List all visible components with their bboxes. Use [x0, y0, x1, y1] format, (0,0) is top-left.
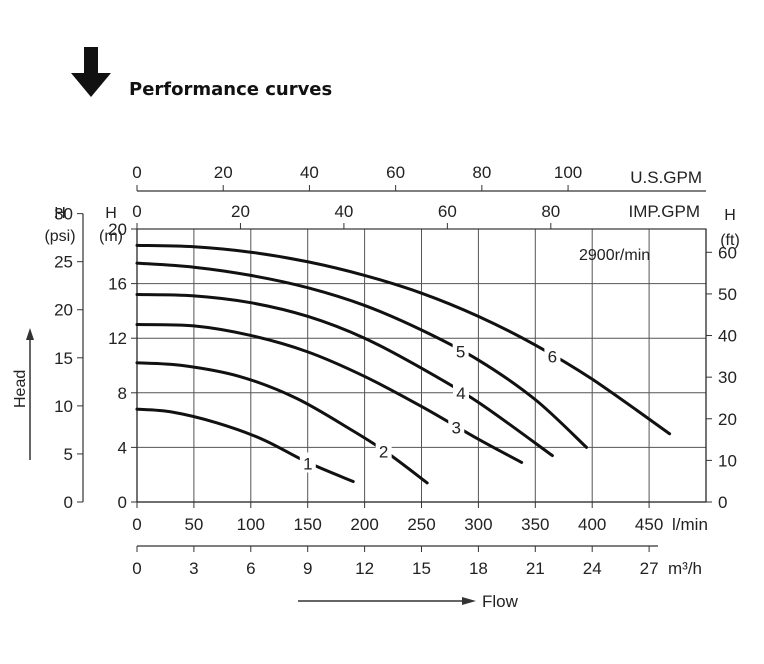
y-tick-label-psi: 20 [54, 301, 73, 320]
curve-label-3: 3 [452, 418, 461, 437]
grid [136, 228, 707, 503]
curve-label-1: 1 [303, 454, 312, 473]
y-tick-label-m: 0 [118, 493, 127, 512]
y-unit-m: (m) [99, 228, 123, 245]
y-unit-m: H [105, 205, 117, 222]
head-label: Head [12, 370, 29, 408]
right-arrow-icon [462, 597, 476, 605]
y-tick-label-ft: 50 [718, 285, 737, 304]
x-tick-label-lmin: 400 [578, 515, 606, 534]
down-arrow-icon [71, 47, 111, 97]
y-unit-ft: H [724, 207, 736, 224]
y-tick-label-psi: 10 [54, 397, 73, 416]
y-tick-label-psi: 0 [64, 493, 73, 512]
x-tick-label-lmin: 350 [521, 515, 549, 534]
x-unit-lmin: l/min [672, 515, 708, 534]
x-tick-label-m3h: 0 [132, 559, 141, 578]
y-tick-label-m: 8 [118, 384, 127, 403]
curve-label-bg-2 [375, 440, 392, 461]
y-tick-label-ft: 30 [718, 368, 737, 387]
curve-label-6: 6 [548, 347, 557, 366]
x-unit-impgpm: IMP.GPM [629, 202, 700, 221]
flow-axis-indicator: Flow [298, 592, 519, 611]
flow-label: Flow [482, 592, 519, 611]
series-layer: 1 2 3 4 5 6 [135, 243, 672, 485]
y-tick-label-psi: 25 [54, 253, 73, 272]
curve-5 [135, 261, 589, 449]
x-tick-label-m3h: 3 [189, 559, 198, 578]
x-tick-label-m3h: 18 [469, 559, 488, 578]
curve-label-4: 4 [456, 384, 465, 403]
y-tick-label-m: 4 [118, 438, 127, 457]
y-tick-label-psi: 15 [54, 349, 73, 368]
x-tick-label-lmin: 50 [184, 515, 203, 534]
x-tick-label-lmin: 250 [407, 515, 435, 534]
y-tick-label-psi: 30 [54, 205, 73, 224]
x-tick-label-impgpm: 20 [231, 202, 250, 221]
x-tick-label-usgpm: 80 [472, 163, 491, 182]
curve-label-bg-3 [448, 416, 465, 437]
up-arrow-icon [26, 328, 34, 340]
curve-label-bg-5 [452, 340, 469, 361]
curve-4 [135, 293, 554, 458]
y-tick-label-m: 20 [108, 220, 127, 239]
x-tick-label-lmin: 300 [464, 515, 492, 534]
y-tick-label-ft: 40 [718, 327, 737, 346]
x-tick-label-lmin: 100 [237, 515, 265, 534]
x-tick-label-m3h: 24 [583, 559, 602, 578]
x-tick-label-usgpm: 40 [300, 163, 319, 182]
y-tick-label-ft: 0 [718, 493, 727, 512]
x-tick-label-lmin: 150 [294, 515, 322, 534]
x-tick-label-usgpm: 20 [214, 163, 233, 182]
x-tick-label-impgpm: 60 [438, 202, 457, 221]
curve-label-5: 5 [456, 343, 465, 362]
x-tick-label-m3h: 15 [412, 559, 431, 578]
y-tick-label-m: 12 [108, 329, 127, 348]
x-tick-label-m3h: 27 [640, 559, 659, 578]
x-tick-label-usgpm: 0 [132, 163, 141, 182]
y-unit-psi: H [54, 205, 66, 222]
x-unit-usgpm: U.S.GPM [630, 168, 702, 187]
curve-1 [135, 407, 355, 484]
y-tick-label-psi: 5 [64, 445, 73, 464]
curve-6 [135, 243, 672, 436]
curve-label-bg-6 [544, 345, 561, 366]
x-tick-label-lmin: 0 [132, 515, 141, 534]
curve-label-2: 2 [379, 442, 388, 461]
x-tick-label-m3h: 9 [303, 559, 312, 578]
y-tick-label-ft: 10 [718, 451, 737, 470]
x-tick-label-usgpm: 60 [386, 163, 405, 182]
x-tick-label-m3h: 12 [355, 559, 374, 578]
x-tick-label-impgpm: 0 [132, 202, 141, 221]
y-tick-label-m: 16 [108, 275, 127, 294]
x-tick-label-m3h: 6 [246, 559, 255, 578]
x-tick-label-m3h: 21 [526, 559, 545, 578]
head-axis-indicator: Head [12, 328, 34, 460]
chart-title: Performance curves [129, 79, 332, 100]
curve-3 [135, 323, 524, 464]
y-tick-label-ft: 60 [718, 243, 737, 262]
x-tick-label-impgpm: 40 [334, 202, 353, 221]
x-tick-label-usgpm: 100 [554, 163, 582, 182]
curve-label-bg-1 [299, 452, 316, 473]
x-tick-label-lmin: 450 [635, 515, 663, 534]
x-tick-label-impgpm: 80 [541, 202, 560, 221]
y-unit-ft: (ft) [720, 232, 740, 249]
y-tick-label-ft: 20 [718, 410, 737, 429]
y-unit-psi: (psi) [44, 228, 75, 245]
x-unit-m3h: m³/h [668, 559, 702, 578]
x-tick-label-lmin: 200 [350, 515, 378, 534]
curve-2 [135, 361, 429, 485]
speed-label: 2900r/min [579, 247, 650, 264]
curve-label-bg-4 [452, 381, 469, 402]
